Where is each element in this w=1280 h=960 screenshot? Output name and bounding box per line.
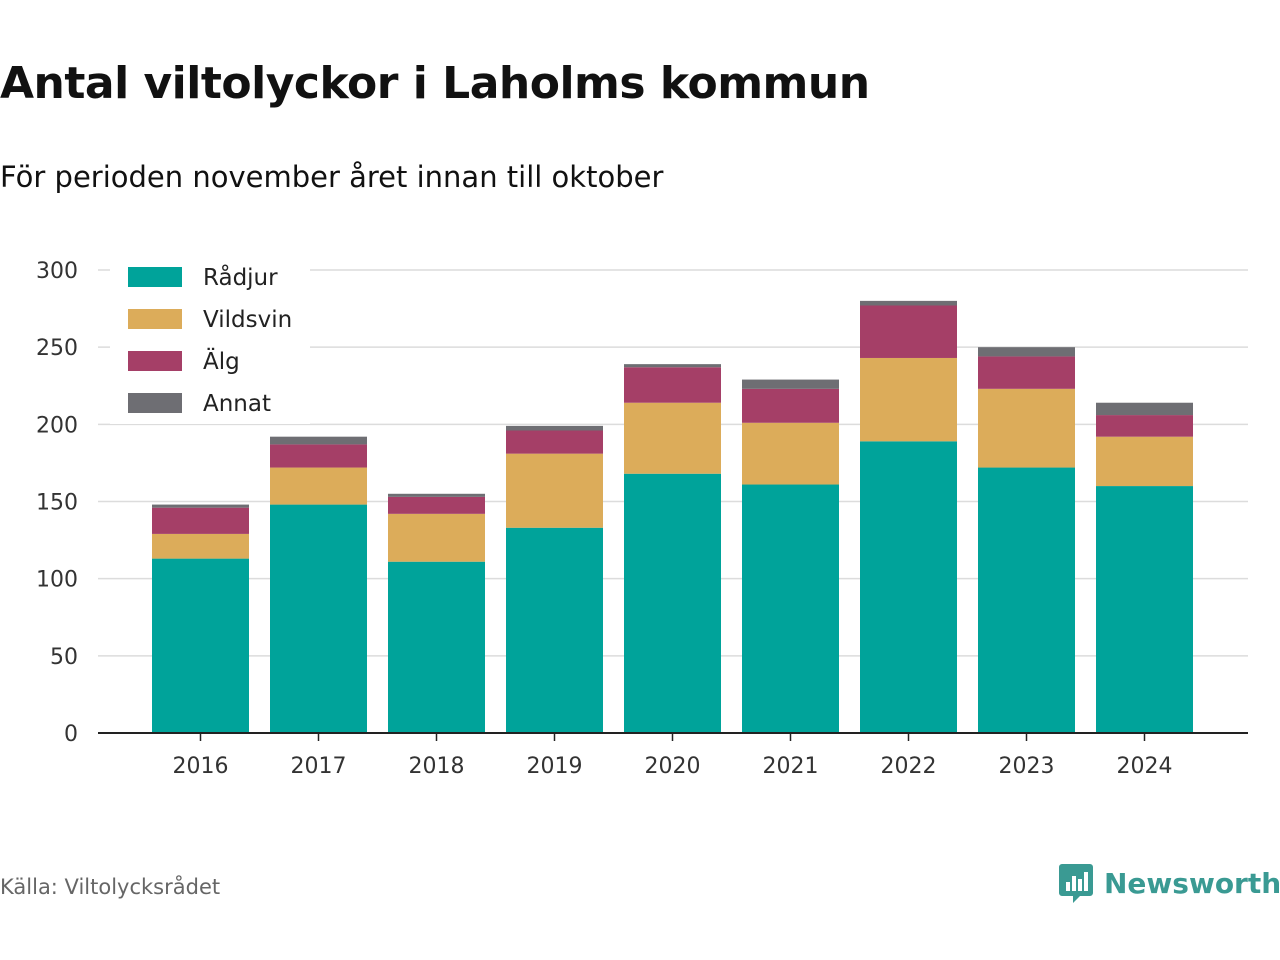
bar-segment-rådjur[interactable] — [388, 561, 485, 733]
legend-label: Älg — [203, 347, 240, 375]
y-tick-label: 250 — [36, 336, 78, 361]
x-tick-label: 2023 — [999, 754, 1055, 779]
bar-segment-älg[interactable] — [978, 356, 1075, 389]
y-tick-label: 300 — [36, 259, 78, 284]
stacked-bar-chart: 0 50 100 150 200 250 300 2016 2017 2018 2019 2020 20… — [36, 258, 1248, 779]
bar-segment-vildsvin[interactable] — [270, 467, 367, 505]
bar-segment-annat[interactable] — [978, 347, 1075, 357]
bar-segment-rådjur[interactable] — [860, 441, 957, 733]
x-tick-label: 2024 — [1117, 754, 1173, 779]
x-tick-label: 2021 — [763, 754, 819, 779]
bar-segment-vildsvin[interactable] — [860, 357, 957, 442]
bar-segment-rådjur[interactable] — [978, 467, 1075, 733]
x-tick-label: 2017 — [291, 754, 347, 779]
chart-title: Antal viltolyckor i Laholms kommun — [0, 58, 870, 109]
bar-chart-speech-bubble-icon — [1059, 864, 1093, 903]
bar-segment-annat[interactable] — [506, 425, 603, 431]
bars — [152, 300, 1193, 733]
bar-segment-vildsvin[interactable] — [1096, 436, 1193, 487]
x-tick-label: 2019 — [527, 754, 583, 779]
bar-segment-älg[interactable] — [1096, 415, 1193, 437]
x-tick-label: 2018 — [409, 754, 465, 779]
brand-name: Newsworthy — [1104, 866, 1280, 900]
legend-label: Vildsvin — [203, 307, 292, 333]
y-tick-label: 150 — [36, 491, 78, 516]
bar-segment-rådjur[interactable] — [1096, 486, 1193, 733]
bar-segment-rådjur[interactable] — [152, 558, 249, 733]
bar-segment-rådjur[interactable] — [506, 527, 603, 733]
bar-segment-älg[interactable] — [624, 367, 721, 403]
brand-logo[interactable]: Newsworthy — [1058, 862, 1280, 904]
legend-label: Rådjur — [203, 263, 278, 291]
source-note: Källa: Viltolycksrådet — [0, 875, 221, 899]
bar-segment-älg[interactable] — [506, 430, 603, 454]
legend-swatch — [128, 309, 182, 329]
x-tick-label: 2016 — [173, 754, 229, 779]
legend: Rådjur Vildsvin Älg Annat — [110, 258, 310, 424]
bar-segment-vildsvin[interactable] — [742, 422, 839, 485]
y-tick-label: 100 — [36, 568, 78, 593]
x-tick-label: 2022 — [881, 754, 937, 779]
bar-segment-vildsvin[interactable] — [152, 533, 249, 559]
bar-segment-älg[interactable] — [860, 305, 957, 358]
bar-segment-vildsvin[interactable] — [624, 402, 721, 474]
bar-segment-rådjur[interactable] — [742, 484, 839, 733]
x-tick-label: 2020 — [645, 754, 701, 779]
y-tick-label: 0 — [64, 722, 78, 747]
legend-swatch — [128, 393, 182, 413]
bar-segment-annat[interactable] — [624, 364, 721, 368]
bar-segment-rådjur[interactable] — [624, 473, 721, 733]
legend-swatch — [128, 351, 182, 371]
chart-subtitle: För perioden november året innan till ok… — [0, 160, 664, 194]
bar-segment-vildsvin[interactable] — [978, 388, 1075, 468]
bar-segment-annat[interactable] — [860, 300, 957, 306]
bar-segment-vildsvin[interactable] — [506, 453, 603, 528]
bar-segment-älg[interactable] — [152, 507, 249, 534]
y-tick-label: 50 — [50, 645, 78, 670]
bar-segment-annat[interactable] — [742, 379, 839, 389]
bar-segment-annat[interactable] — [270, 436, 367, 445]
legend-swatch — [128, 267, 182, 287]
bar-segment-vildsvin[interactable] — [388, 513, 485, 562]
legend-label: Annat — [203, 391, 271, 417]
bar-segment-rådjur[interactable] — [270, 504, 367, 733]
bar-segment-annat[interactable] — [388, 493, 485, 497]
bar-segment-annat[interactable] — [1096, 402, 1193, 416]
bar-segment-annat[interactable] — [152, 504, 249, 508]
bar-segment-älg[interactable] — [388, 496, 485, 514]
bar-segment-älg[interactable] — [270, 444, 367, 468]
y-tick-label: 200 — [36, 413, 78, 438]
bar-segment-älg[interactable] — [742, 388, 839, 423]
axes: 0 50 100 150 200 250 300 2016 2017 2018 2019 2020 20… — [36, 259, 1248, 779]
